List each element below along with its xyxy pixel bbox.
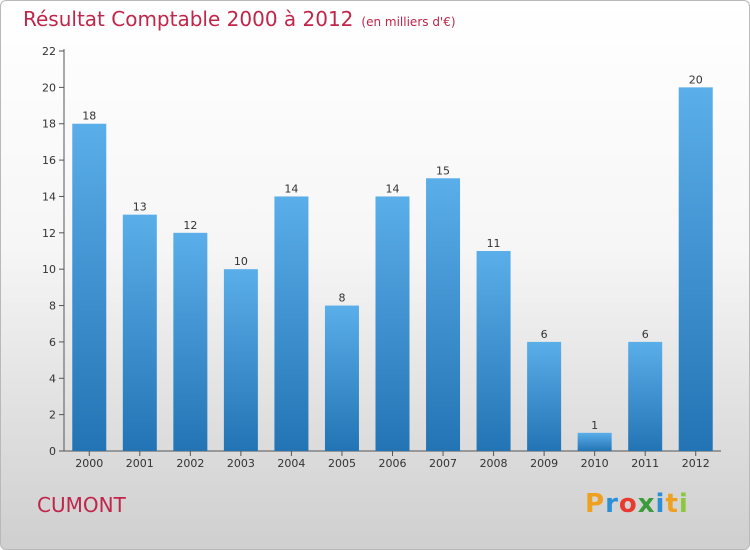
logo-letter: i <box>678 489 689 519</box>
x-tick-label: 2012 <box>682 457 710 470</box>
y-tick-label: 10 <box>42 263 56 276</box>
bar <box>324 305 359 451</box>
logo-letter: i <box>655 489 666 519</box>
x-tick-label: 2004 <box>277 457 305 470</box>
y-tick-label: 18 <box>42 118 56 131</box>
logo-letter: r <box>605 489 619 519</box>
bar <box>476 251 511 451</box>
unit-text: (en milliers d'€) <box>361 15 456 29</box>
proxiti-logo: Proxiti <box>585 489 689 519</box>
bar <box>72 123 107 452</box>
logo-letter: x <box>637 489 656 519</box>
data-label: 1 <box>591 419 598 432</box>
data-label: 15 <box>436 164 450 177</box>
data-label: 6 <box>642 328 649 341</box>
y-tick-label: 22 <box>42 45 56 58</box>
x-tick-label: 2010 <box>581 457 609 470</box>
y-tick-label: 2 <box>49 409 56 422</box>
x-tick-label: 2002 <box>176 457 204 470</box>
data-label: 14 <box>284 182 298 195</box>
bar <box>678 87 713 451</box>
bars: 18 13 12 10 14 8 14 15 11 6 1 6 20 <box>72 73 713 452</box>
logo-letter: o <box>618 489 638 519</box>
bar <box>173 232 208 451</box>
data-label: 13 <box>133 201 147 214</box>
place-name: CUMONT <box>37 493 126 517</box>
y-tick-label: 12 <box>42 227 56 240</box>
x-tick-label: 2009 <box>530 457 558 470</box>
bar <box>426 178 461 452</box>
x-tick-label: 2005 <box>328 457 356 470</box>
x-tick-label: 2000 <box>75 457 103 470</box>
data-label: 10 <box>234 255 248 268</box>
logo-letter: t <box>665 489 679 519</box>
chart-title: Résultat Comptable 2000 à 2012 (en millie… <box>23 7 456 31</box>
bar <box>223 269 258 451</box>
data-label: 8 <box>338 292 345 305</box>
x-tick-label: 2008 <box>480 457 508 470</box>
y-tick-label: 4 <box>49 372 56 385</box>
data-label: 11 <box>487 237 501 250</box>
bar <box>122 214 157 451</box>
x-tick-label: 2001 <box>126 457 154 470</box>
y-tick-label: 16 <box>42 154 56 167</box>
bar <box>577 432 612 451</box>
data-label: 20 <box>689 73 703 86</box>
data-label: 18 <box>82 110 96 123</box>
bar <box>628 341 663 451</box>
y-tick-label: 6 <box>49 336 56 349</box>
y-tick-label: 8 <box>49 300 56 313</box>
x-tick-label: 2003 <box>227 457 255 470</box>
x-tick-label: 2011 <box>631 457 659 470</box>
x-tick-label: 2007 <box>429 457 457 470</box>
logo-letter: P <box>585 489 606 519</box>
data-label: 12 <box>183 219 197 232</box>
bar <box>375 196 410 451</box>
data-label: 14 <box>386 182 400 195</box>
y-tick-label: 20 <box>42 81 56 94</box>
bar <box>527 341 562 451</box>
title-text: Résultat Comptable 2000 à 2012 <box>23 7 354 31</box>
x-tick-label: 2006 <box>379 457 407 470</box>
y-tick-label: 0 <box>49 445 56 458</box>
data-label: 6 <box>541 328 548 341</box>
y-tick-label: 14 <box>42 190 56 203</box>
bar <box>274 196 309 451</box>
